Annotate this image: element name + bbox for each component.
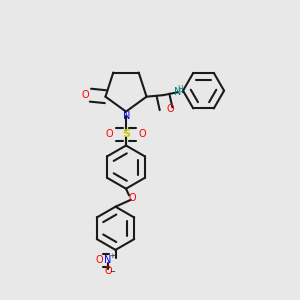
- Text: O: O: [106, 129, 114, 139]
- Text: N: N: [123, 111, 130, 121]
- Text: O: O: [128, 193, 136, 203]
- Text: O: O: [81, 90, 89, 100]
- Text: O: O: [95, 255, 103, 266]
- Text: O: O: [104, 266, 112, 277]
- Text: H: H: [178, 85, 183, 94]
- Text: −: −: [110, 268, 116, 274]
- Text: S: S: [122, 129, 130, 139]
- Text: O: O: [138, 129, 146, 139]
- Text: O: O: [167, 104, 174, 114]
- Text: N: N: [174, 87, 182, 97]
- Text: N: N: [104, 255, 112, 266]
- Text: +: +: [109, 254, 115, 260]
